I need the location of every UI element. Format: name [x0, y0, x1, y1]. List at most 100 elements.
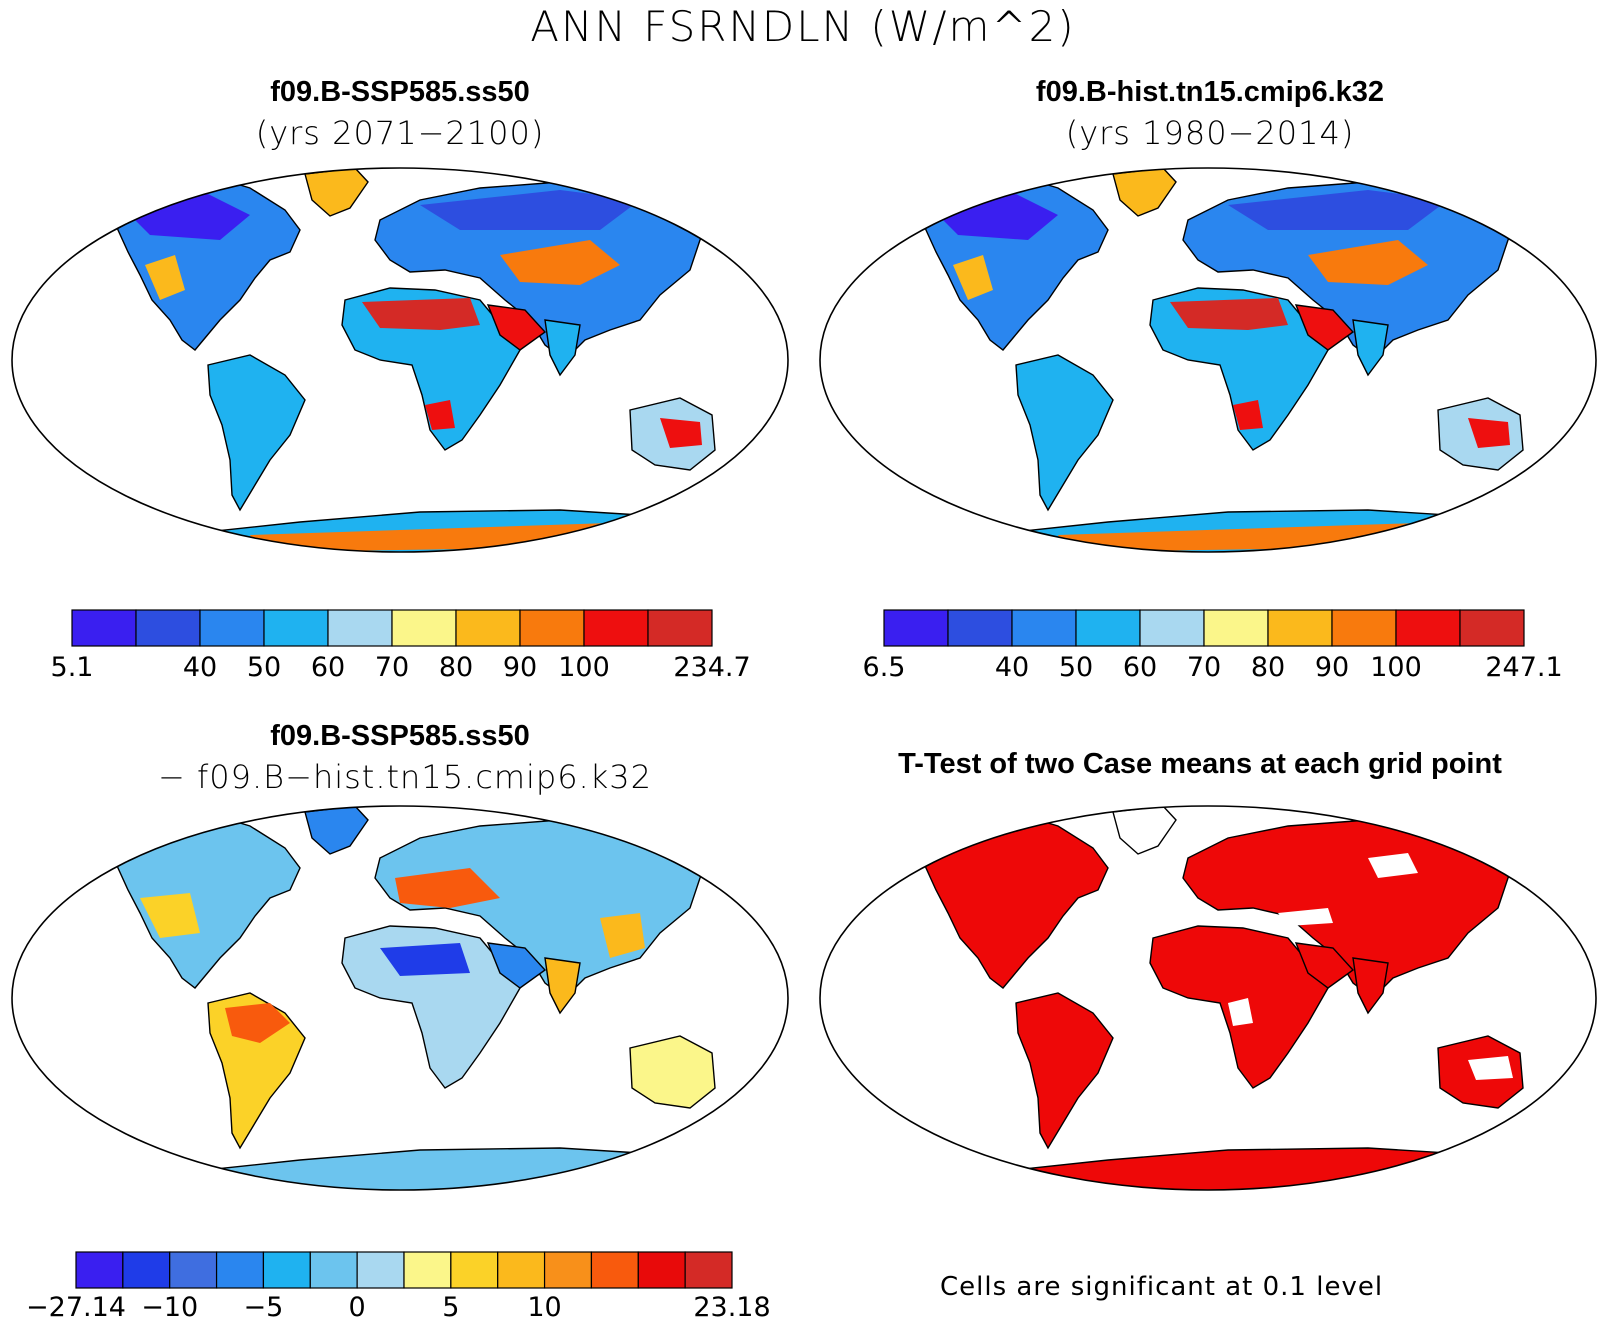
nonsig-patch-2-panel-4 — [1278, 908, 1333, 926]
colorbar-swatch-0-panel-1 — [71, 609, 137, 647]
panel-4-title: T-Test of two Case means at each grid po… — [898, 748, 1502, 780]
colorbar-swatch-7-panel-1 — [519, 609, 585, 647]
colorbar-tick-label-panel-1: 70 — [374, 652, 410, 683]
panel-3-subtitle: − f09.B−hist.tn15.cmip6.k32 — [158, 758, 652, 796]
nonsig-patch-4-panel-4 — [1228, 998, 1253, 1026]
colorbar-swatch-5-panel-2 — [1203, 609, 1269, 647]
continent-southAmerica-panel-2 — [1015, 354, 1114, 512]
colorbar-tick-label-panel-2: 50 — [1058, 652, 1094, 683]
colorbar-tick-label-panel-1: 80 — [438, 652, 474, 683]
panel-2-title: f09.B-hist.tn15.cmip6.k32 — [1035, 76, 1385, 108]
colorbar-swatch-9-panel-1 — [647, 609, 713, 647]
continent-africa-panel-2 — [1149, 287, 1329, 451]
colorbar-tick-label-panel-2: 90 — [1314, 652, 1350, 683]
colorbar-swatch-3-panel-3 — [215, 1251, 265, 1289]
continent-arabia-panel-1 — [486, 304, 547, 351]
colorbar-tick-label-panel-3: 5 — [442, 1292, 460, 1323]
colorbar-tick-label-panel-1: 60 — [310, 652, 346, 683]
continent-africa-panel-3 — [341, 925, 521, 1089]
colorbar-tick-label-panel-2: 6.5 — [862, 652, 906, 683]
continent-australia-panel-3 — [629, 1035, 716, 1109]
continent-india-panel-2 — [1352, 319, 1389, 377]
continent-greenland-panel-3 — [304, 806, 369, 855]
continent-greenland-panel-4 — [1112, 806, 1177, 855]
nonsig-patch-3-panel-4 — [1468, 1056, 1513, 1080]
map-border-panel-3 — [11, 805, 789, 1191]
colorbar-swatch-9-panel-2 — [1459, 609, 1525, 647]
colorbar-swatch-2-panel-2 — [1011, 609, 1077, 647]
continent-india-panel-3 — [544, 957, 581, 1015]
colorbar-swatch-4-panel-3 — [262, 1251, 311, 1289]
colorbar-tick-label-panel-1: 90 — [502, 652, 538, 683]
colorbar-tick-label-panel-2: 100 — [1370, 652, 1422, 683]
colorbar-swatch-6-panel-2 — [1267, 609, 1333, 647]
panel-3-title: f09.B-SSP585.ss50 — [270, 720, 530, 752]
colorbar-tick-label-panel-3: 0 — [348, 1292, 366, 1323]
siberia-panel-2 — [1228, 190, 1448, 230]
sahara-hotspot-panel-1 — [362, 298, 480, 330]
colorbar-swatch-1-panel-3 — [122, 1251, 171, 1289]
kalahari-panel-2 — [1233, 400, 1263, 430]
colorbar-swatch-7-panel-2 — [1331, 609, 1397, 647]
colorbar-panel-2 — [883, 609, 1525, 647]
colorbar-swatch-12-panel-3 — [637, 1251, 686, 1289]
siberia-panel-1 — [420, 190, 640, 230]
colorbar-swatch-6-panel-1 — [455, 609, 521, 647]
colorbar-tick-label-panel-1: 50 — [246, 652, 282, 683]
colorbar-panel-1 — [71, 609, 713, 647]
map-border-panel-2 — [819, 167, 1597, 553]
panel-2-subtitle: (yrs 1980−2014) — [1065, 114, 1355, 152]
colorbar-tick-label-panel-3: −5 — [243, 1292, 284, 1323]
colorbar-swatch-6-panel-3 — [356, 1251, 405, 1289]
colorbar-tick-label-panel-2: 70 — [1186, 652, 1222, 683]
continent-northAmerica-panel-4 — [915, 813, 1109, 989]
colorbar-labels-panel-3: −27.14 −10 −5 0 5 10 23.18 — [26, 1292, 771, 1323]
colorbar-tick-label-panel-2: 40 — [994, 652, 1030, 683]
colorbar-swatch-8-panel-2 — [1395, 609, 1461, 647]
colorbar-swatch-11-panel-3 — [590, 1251, 639, 1289]
colorbar-tick-label-panel-1: 5.1 — [50, 652, 94, 683]
colorbar-tick-label-panel-2: 247.1 — [1485, 652, 1563, 683]
us-increase-panel-3 — [140, 893, 200, 938]
colorbar-swatch-3-panel-2 — [1075, 609, 1141, 647]
colorbar-swatch-1-panel-1 — [135, 609, 201, 647]
map-panel-3 — [11, 805, 789, 1191]
continent-arabia-panel-4 — [1294, 942, 1355, 989]
continent-northAmerica-panel-3 — [107, 813, 301, 989]
continent-arabia-panel-3 — [486, 942, 547, 989]
colorbar-swatch-5-panel-1 — [391, 609, 457, 647]
central-asia-hotspot-panel-1 — [500, 240, 620, 285]
colorbar-tick-label-panel-1: 100 — [558, 652, 610, 683]
colorbar-labels-panel-1: 5.1 40 50 60 70 80 90 100 234.7 — [51, 652, 751, 686]
sahel-decrease-panel-3 — [380, 943, 470, 976]
continent-india-panel-4 — [1352, 957, 1389, 1015]
colorbar-swatch-2-panel-1 — [199, 609, 265, 647]
colorbar-swatch-4-panel-1 — [327, 609, 393, 647]
colorbar-swatch-2-panel-3 — [169, 1251, 218, 1289]
colorbar-swatch-4-panel-2 — [1139, 609, 1205, 647]
europe-increase-panel-3 — [395, 868, 500, 908]
colorbar-swatch-7-panel-3 — [403, 1251, 452, 1289]
map-panel-4 — [819, 805, 1597, 1191]
map-panel-2 — [819, 167, 1597, 553]
colorbar-swatch-0-panel-3 — [75, 1251, 124, 1289]
colorbar-tick-label-panel-2: 80 — [1250, 652, 1286, 683]
colorbar-swatch-9-panel-3 — [497, 1251, 546, 1289]
central-asia-hotspot-panel-2 — [1308, 240, 1428, 285]
kalahari-panel-1 — [425, 400, 455, 430]
colorbar-tick-label-panel-3: −27.14 — [26, 1292, 126, 1323]
continent-southAmerica-panel-1 — [207, 354, 306, 512]
colorbar-tick-label-panel-1: 40 — [182, 652, 218, 683]
us-west-panel-1 — [145, 255, 185, 300]
colorbar-swatch-8-panel-3 — [450, 1251, 499, 1289]
colorbar-panel-3 — [75, 1251, 733, 1289]
significance-footnote: Cells are significant at 0.1 level — [940, 1272, 1384, 1302]
colorbar-tick-label-panel-2: 60 — [1122, 652, 1158, 683]
continent-southAmerica-panel-4 — [1015, 992, 1114, 1150]
colorbar-swatch-13-panel-3 — [684, 1251, 733, 1289]
colorbar-tick-label-panel-3: 23.18 — [693, 1292, 771, 1323]
continent-arabia-panel-2 — [1294, 304, 1355, 351]
us-west-panel-2 — [953, 255, 993, 300]
panel-1-title: f09.B-SSP585.ss50 — [270, 76, 530, 108]
colorbar-swatch-3-panel-1 — [263, 609, 329, 647]
